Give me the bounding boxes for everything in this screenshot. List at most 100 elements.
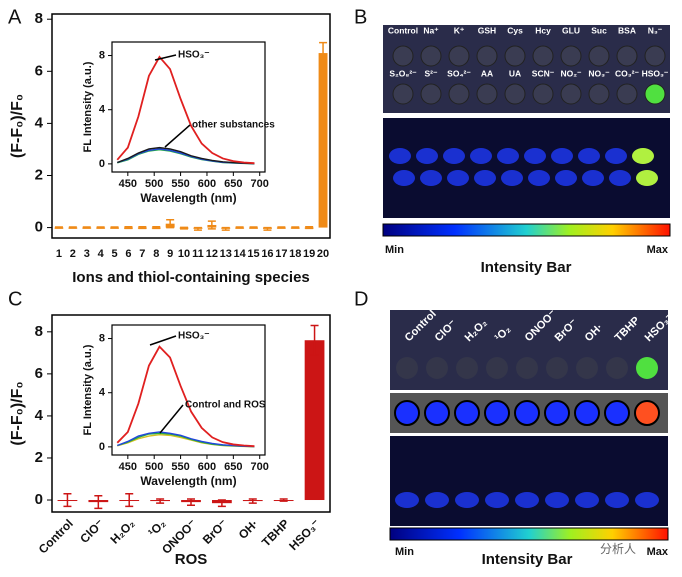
well <box>588 45 610 67</box>
x-tick-label: 550 <box>171 461 189 473</box>
error-bar <box>68 226 77 229</box>
error-bar <box>291 226 300 229</box>
error-bar <box>193 226 202 231</box>
annotation: Control and ROS <box>185 400 266 411</box>
well <box>504 45 526 67</box>
error-bar <box>125 492 134 508</box>
well-mid <box>394 400 420 426</box>
well-glow <box>528 170 550 186</box>
well-glow <box>455 492 479 508</box>
well <box>644 83 666 105</box>
well-glow <box>515 492 539 508</box>
well <box>392 45 414 67</box>
y-axis-label: (F-F₀)/F₀ <box>9 94 26 158</box>
x-tick-label: BrO⁻ <box>200 516 230 546</box>
well-glow <box>485 492 509 508</box>
x-tick-label: 650 <box>224 461 242 473</box>
well <box>588 83 610 105</box>
y-tick-label: 0 <box>99 441 105 453</box>
well <box>516 357 538 379</box>
well-label: HSO₃⁻ <box>642 68 669 78</box>
intensity-bar <box>389 527 669 541</box>
inset-frame <box>111 41 266 173</box>
y-tick-label: 8 <box>35 10 43 27</box>
well <box>644 45 666 67</box>
error-bar <box>124 226 133 230</box>
well-label: NO₂⁻ <box>560 68 582 78</box>
bar-min: Min <box>385 244 404 256</box>
well-label: SCN⁻ <box>532 68 555 78</box>
well <box>616 83 638 105</box>
inset-frame <box>111 324 266 456</box>
spectrum-line <box>117 431 255 448</box>
error-bar <box>180 226 189 230</box>
panel-label: C <box>8 288 22 310</box>
y-tick-label: 4 <box>35 114 44 131</box>
error-bar <box>221 226 230 231</box>
x-tick-label: 700 <box>251 178 269 190</box>
x-tick-label: 650 <box>224 178 242 190</box>
error-bar <box>249 226 258 229</box>
x-tick-label: 20 <box>317 248 329 260</box>
well-glow <box>393 170 415 186</box>
well-glow <box>395 492 419 508</box>
well-label: K⁺ <box>454 25 465 35</box>
error-bar <box>263 226 272 231</box>
well-label: Hcy <box>535 25 551 35</box>
well <box>476 83 498 105</box>
well <box>448 45 470 67</box>
well <box>420 45 442 67</box>
error-bar <box>217 499 226 508</box>
x-tick-label: 18 <box>289 248 301 260</box>
well-glow <box>582 170 604 186</box>
watermark: 分析人 <box>600 542 636 556</box>
well-mid <box>424 400 450 426</box>
well-mid <box>484 400 510 426</box>
error-bar <box>152 226 161 230</box>
well-glow <box>470 148 492 164</box>
x-tick-label: 12 <box>206 248 218 260</box>
well-label: GLU <box>562 25 580 35</box>
well-label: N₃⁻ <box>648 25 663 35</box>
error-bar <box>82 226 91 229</box>
well-label: Na⁺ <box>423 25 439 35</box>
y-tick-label: 6 <box>35 62 43 79</box>
annotation-arrow <box>149 335 177 346</box>
well <box>392 83 414 105</box>
well-label: S₂O₈²⁻ <box>389 68 417 78</box>
x-tick-label: 9 <box>167 248 173 260</box>
well-glow <box>501 170 523 186</box>
x-tick-label: H₂O₂ <box>107 516 137 546</box>
bar-title: Intensity Bar <box>482 551 573 568</box>
error-bar <box>277 226 286 229</box>
error-bar <box>305 226 314 230</box>
y-tick-label: 4 <box>35 407 44 424</box>
well <box>606 357 628 379</box>
x-tick-label: OH· <box>236 516 261 541</box>
annotation: HSO₃⁻ <box>178 331 210 342</box>
well-label: S²⁻ <box>425 68 439 78</box>
well <box>396 357 418 379</box>
well <box>504 83 526 105</box>
well-label: Suc <box>591 25 607 35</box>
well-glow <box>578 148 600 164</box>
error-bar <box>248 498 257 504</box>
x-tick-label: 11 <box>192 248 204 260</box>
panel-label: D <box>354 288 368 310</box>
well-glow <box>389 148 411 164</box>
well-glow <box>545 492 569 508</box>
y-axis-label: (F-F₀)/F₀ <box>9 381 26 445</box>
well-glow <box>575 492 599 508</box>
y-tick-label: 2 <box>35 166 43 183</box>
y-axis-label: FL Intensity (a.u.) <box>82 344 94 435</box>
well-glow <box>447 170 469 186</box>
bar-title: Intensity Bar <box>481 259 572 276</box>
x-tick-label: 5 <box>111 248 117 260</box>
well <box>560 45 582 67</box>
well-glow <box>632 148 654 164</box>
x-tick-label: Control <box>36 516 76 556</box>
well-mid <box>634 400 660 426</box>
annotation-arrow <box>154 54 177 61</box>
well-glow <box>524 148 546 164</box>
